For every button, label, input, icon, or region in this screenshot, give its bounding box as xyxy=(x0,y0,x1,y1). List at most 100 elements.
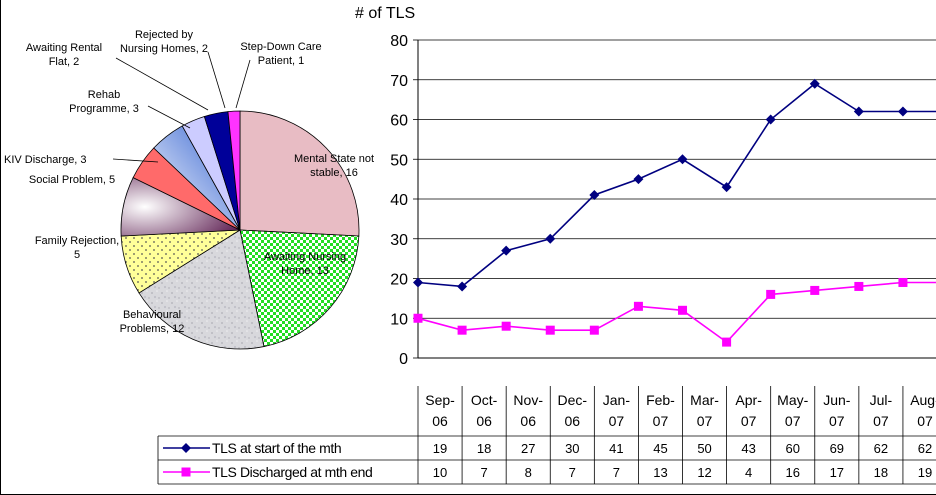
pie-leader-line xyxy=(235,59,251,109)
pie-leader-line xyxy=(147,105,191,129)
pie-label: Social Problem, 5 xyxy=(29,174,115,186)
pie-label: Patient, 1 xyxy=(258,55,304,67)
x-tick-label: 07 xyxy=(653,413,669,429)
table-value: 18 xyxy=(874,465,888,480)
series-point xyxy=(765,114,776,125)
table-value: 16 xyxy=(785,465,799,480)
pie-slice xyxy=(239,110,360,237)
x-tick-label: Jan- xyxy=(603,392,631,408)
series-point xyxy=(677,154,688,165)
pie-label: Programme, 3 xyxy=(69,103,139,115)
x-tick-label: May- xyxy=(777,392,808,408)
x-tick-label: Apr- xyxy=(735,392,762,408)
pie-leader-line xyxy=(115,57,209,111)
x-tick-label: Mar- xyxy=(690,392,719,408)
y-tick-label: 70 xyxy=(390,73,408,90)
table-value: 62 xyxy=(918,441,932,456)
series-point xyxy=(853,106,864,117)
x-tick-label: 07 xyxy=(917,413,933,429)
x-tick-label: 07 xyxy=(697,413,713,429)
table-value: 7 xyxy=(569,465,576,480)
data-table: Sep- 06 Oct- 06 Nov- 06 Dec- 06 Jan- 07 Feb- 07 Mar-… xyxy=(157,386,936,485)
series-point xyxy=(633,301,643,311)
pie-slice xyxy=(138,229,265,350)
series-point xyxy=(457,325,467,335)
pie-label: KIV Discharge, 3 xyxy=(4,154,87,166)
series-point xyxy=(722,337,732,347)
line-chart: # of TLS 0 10 20 30 40 50 60 70 80 xyxy=(355,5,936,368)
x-tick-label: Oct- xyxy=(471,392,498,408)
series-point xyxy=(545,325,555,335)
table-value: 30 xyxy=(565,441,579,456)
pie-label: 5 xyxy=(74,249,80,261)
pie-slice xyxy=(239,229,360,348)
x-tick-label: Nov- xyxy=(513,392,543,408)
pie-label: Mental State not xyxy=(294,153,374,165)
series-point xyxy=(501,245,512,256)
series-point xyxy=(545,233,556,244)
x-tick-label: Jul- xyxy=(870,392,893,408)
x-tick-label: 07 xyxy=(829,413,845,429)
x-tick-label: 07 xyxy=(873,413,889,429)
series-point xyxy=(766,289,776,299)
x-tick-label: Feb- xyxy=(646,392,675,408)
table-value: 17 xyxy=(830,465,844,480)
x-tick-label: 06 xyxy=(565,413,581,429)
pie-chart: Mental State not stable, 16 Awaiting Nursi… xyxy=(4,29,374,350)
table-value: 7 xyxy=(613,465,620,480)
table-value: 60 xyxy=(785,441,799,456)
series-point xyxy=(809,78,820,89)
table-value: 7 xyxy=(481,465,488,480)
y-tick-label: 20 xyxy=(390,272,408,289)
legend-key-marker xyxy=(181,443,191,453)
pie-label: Rejected by xyxy=(135,29,194,41)
table-value: 4 xyxy=(745,465,752,480)
y-tick-label: 40 xyxy=(390,192,408,209)
series-point xyxy=(457,281,468,292)
series-point xyxy=(589,190,600,201)
table-value: 43 xyxy=(741,441,755,456)
pie-label: Awaiting Nursing xyxy=(264,251,346,263)
x-tick-label: 06 xyxy=(520,413,536,429)
table-value: 50 xyxy=(697,441,711,456)
legend-key-marker xyxy=(181,467,191,477)
table-value: 45 xyxy=(653,441,667,456)
series-point xyxy=(854,281,864,291)
table-value: 8 xyxy=(525,465,532,480)
pie-label: Behavioural xyxy=(123,309,181,321)
table-value: 62 xyxy=(874,441,888,456)
series-point xyxy=(898,277,908,287)
y-axis-title: # of TLS xyxy=(355,5,415,22)
pie-label: stable, 16 xyxy=(310,167,358,179)
y-tick-label: 60 xyxy=(390,113,408,130)
series-line xyxy=(417,281,936,344)
x-tick-label: 06 xyxy=(476,413,492,429)
x-tick-label: 07 xyxy=(785,413,801,429)
legend-label: TLS at start of the mth xyxy=(212,440,341,456)
series-point xyxy=(413,277,423,288)
pie-label: Home, 13 xyxy=(281,265,329,277)
x-tick-label: Sep- xyxy=(425,392,455,408)
series-point xyxy=(413,313,423,323)
pie-leader-line xyxy=(207,51,226,109)
pie-label: Awaiting Rental xyxy=(26,42,102,54)
y-tick-label: 80 xyxy=(390,33,408,50)
x-tick-label: 07 xyxy=(741,413,757,429)
pie-label: Rehab xyxy=(88,89,120,101)
series-point xyxy=(501,321,511,331)
y-tick-label: 50 xyxy=(390,152,408,169)
table-value: 13 xyxy=(653,465,667,480)
legend-label: TLS Discharged at mth end xyxy=(212,464,372,480)
x-tick-label: Jun- xyxy=(823,392,851,408)
series-point xyxy=(589,325,599,335)
table-value: 19 xyxy=(918,465,932,480)
series-point xyxy=(810,285,820,295)
table-value: 27 xyxy=(521,441,535,456)
pie-label: Step-Down Care xyxy=(240,41,321,53)
table-value: 69 xyxy=(830,441,844,456)
series-point xyxy=(897,106,908,117)
y-tick-label: 10 xyxy=(390,311,408,328)
table-value: 41 xyxy=(609,441,623,456)
table-value: 19 xyxy=(433,441,447,456)
pie-leader-line xyxy=(112,158,159,163)
